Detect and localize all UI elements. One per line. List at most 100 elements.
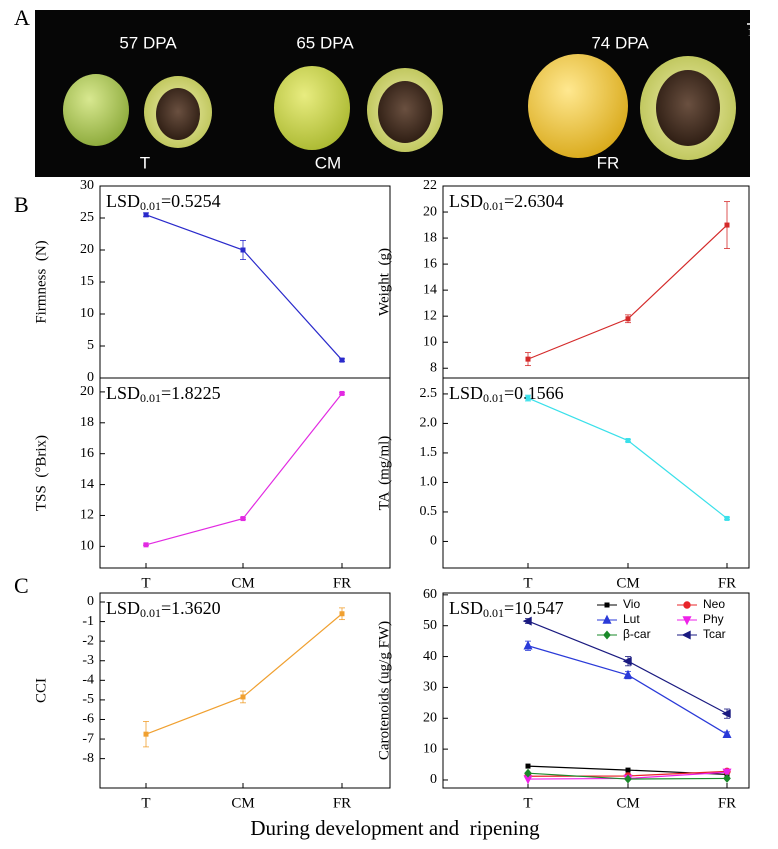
annotation-text: =1.8225 [161,383,221,403]
stage-name: FR [597,153,620,172]
y-tick-label: -4 [82,673,94,688]
marker [625,438,631,444]
fruit [528,54,628,158]
x-tick-label: FR [718,795,736,811]
y-tick-label: 2.5 [420,386,438,401]
annotation-subscript: 0.01 [140,606,161,620]
marker [524,768,532,778]
marker [721,709,731,719]
series-line [527,397,728,519]
y-tick-label: 20 [80,242,94,257]
x-tick-label: T [141,575,150,591]
chart: 0 -1 -2 -3 -4 -5 -6 -7 -8 CCI T CM FR LSD0.01=1.3620 [33,592,391,811]
y-tick-label: 1.5 [420,445,438,460]
y-tick-label: 50 [423,618,437,633]
x-axis-label: During development and ripening [250,816,540,840]
y-tick-label: 1.0 [420,475,438,490]
marker [240,247,246,253]
annotation: LSD0.01=2.6304 [449,191,564,213]
panel-label: B [14,192,29,217]
y-tick-label: 20 [80,384,94,399]
marker [624,774,632,784]
marker [724,515,730,521]
y-tick-label: -6 [82,712,94,727]
y-tick-label: 0 [430,772,437,787]
scale-label: 1cm [748,27,767,39]
annotation-prefix: LSD [106,383,140,403]
y-axis-label: TA (mg/ml) [376,436,392,511]
annotation-subscript: 0.01 [140,199,161,213]
plot-frame [442,592,750,789]
chart: 0 5 10 15 20 25 30 Firmness (N) LSD0.01=0.5254 [33,178,391,385]
x-tick-label: T [523,795,532,811]
annotation-prefix: LSD [449,598,483,618]
annotation: LSD0.01=1.8225 [106,383,221,405]
y-tick-label: 16 [80,446,94,461]
y-tick-label: 0 [87,370,94,385]
stage-name: CM [315,153,341,172]
y-tick-label: 12 [423,308,437,323]
legend-label: Vio [623,597,640,611]
chart: 10 12 14 16 18 20 TSS (°Brix) T CM FR LSD0.01=1.82… [33,377,391,591]
x-tick-label: CM [616,575,639,591]
seed [656,70,720,146]
marker [240,694,246,700]
marker [525,356,531,362]
series-line [527,224,728,360]
y-tick-label: 14 [80,477,94,492]
plot-frame [99,377,391,569]
legend-label: β-car [623,627,651,641]
y-tick-label: -7 [82,731,94,746]
y-axis-label: Firmness (N) [33,240,49,323]
y-tick-label: 5 [87,338,94,353]
legend-label: Lut [623,612,640,626]
marker [339,611,345,617]
chart: 0 10 20 30 40 50 60 Carotenoids (ug/g FW) T CM FR L… [376,587,750,811]
annotation-prefix: LSD [449,191,483,211]
annotation: LSD0.01=10.547 [449,598,564,620]
y-tick-label: 30 [423,680,437,695]
x-tick-label: T [141,795,150,811]
y-tick-label: 0 [87,594,94,609]
chart: 0 0.5 1.0 1.5 2.0 2.5 TA (mg/ml) T CM FR LSD0.01=0… [376,377,750,591]
y-tick-label: 10 [423,741,437,756]
fruit [274,66,350,150]
stage-label: 65 DPA [296,33,354,52]
y-tick-label: -1 [82,614,94,629]
y-tick-label: 2.0 [420,416,438,431]
legend-marker [604,602,610,608]
y-axis-label: Carotenoids (ug/g FW) [376,621,392,760]
x-tick-label: FR [333,575,351,591]
plot-frame [442,377,750,569]
stage-label: 74 DPA [591,33,649,52]
plot-frame [442,185,750,379]
x-tick-label: T [523,575,532,591]
y-tick-label: 18 [80,415,94,430]
annotation: LSD0.01=0.1566 [449,383,564,405]
series-line [145,393,343,546]
marker [722,768,732,778]
y-tick-label: 18 [423,230,437,245]
legend-marker [683,601,691,609]
annotation-text: =0.5254 [161,191,221,211]
stage-label: 57 DPA [119,33,177,52]
marker [240,516,246,522]
marker [722,728,732,739]
y-tick-label: 10 [80,306,94,321]
marker [143,212,149,218]
stage-name: T [140,153,150,172]
marker [625,316,631,322]
annotation-prefix: LSD [106,598,140,618]
y-tick-label: 20 [423,710,437,725]
annotation-text: =10.547 [504,598,564,618]
legend: Vio Neo Lut Phy β-car Tcar [597,597,726,641]
annotation-subscript: 0.01 [483,391,504,405]
legend-marker [603,630,611,640]
y-tick-label: 10 [80,539,94,554]
annotation-subscript: 0.01 [483,606,504,620]
annotation-subscript: 0.01 [483,199,504,213]
y-tick-label: 15 [80,274,94,289]
series-line [145,613,343,735]
marker [523,640,533,650]
